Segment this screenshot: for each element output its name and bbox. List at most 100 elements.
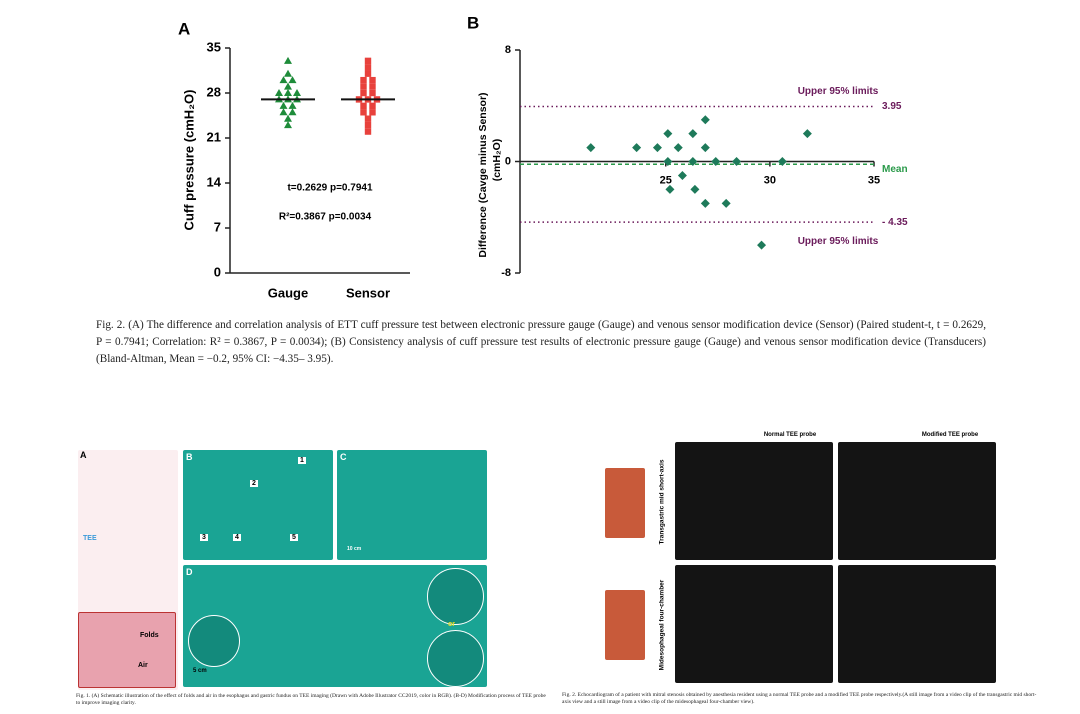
- point: [700, 115, 710, 125]
- echo-image: [838, 565, 996, 683]
- x-tick-label: 25: [660, 174, 672, 186]
- reference-label: 3.95: [882, 101, 902, 112]
- point: [360, 83, 367, 90]
- point: [663, 129, 673, 139]
- point: [288, 108, 297, 116]
- point: [711, 157, 721, 166]
- photo-b: [183, 450, 333, 560]
- point: [279, 101, 288, 109]
- point: [364, 70, 372, 77]
- y-tick-label: 0: [505, 155, 511, 167]
- echo-image: [675, 565, 833, 683]
- y-axis-label: (cmH₂O): [491, 139, 503, 182]
- point: [360, 102, 367, 110]
- point: [700, 143, 710, 153]
- point: [802, 129, 812, 139]
- panel-letter: C: [340, 452, 347, 462]
- y-tick-label: 7: [214, 219, 221, 234]
- point: [360, 89, 367, 97]
- zoom-1: [188, 615, 240, 667]
- point: [293, 89, 301, 96]
- point: [279, 108, 288, 116]
- point: [688, 157, 698, 166]
- panel-letter: B: [186, 452, 193, 462]
- y-tick-label: 8: [505, 44, 511, 56]
- zoom-3: [427, 630, 484, 687]
- x-tick-label: Gauge: [268, 285, 308, 300]
- zoom-2: [427, 568, 484, 625]
- label: Air: [138, 662, 148, 669]
- reference-note: Upper 95% limits: [798, 86, 879, 97]
- point: [665, 184, 675, 194]
- reference-label: - 4.35: [882, 217, 908, 228]
- point: [364, 115, 372, 122]
- x-tick-label: Sensor: [346, 285, 390, 300]
- heart-icon: [605, 590, 645, 660]
- point: [284, 121, 292, 129]
- point: [369, 76, 376, 84]
- panel-letter: A: [80, 450, 87, 460]
- inset: [78, 612, 176, 688]
- y-tick-label: 28: [207, 84, 221, 99]
- point: [288, 76, 297, 84]
- chart-title: B: [467, 13, 479, 32]
- annotation: t=0.2629 p=0.7941: [287, 183, 373, 194]
- label: 5 cm: [193, 668, 207, 674]
- reference-note: Upper 95% limits: [798, 236, 879, 247]
- x-tick-label: 30: [764, 174, 776, 186]
- point: [777, 157, 787, 166]
- y-axis-label: Cuff pressure (cmH₂O): [181, 90, 196, 231]
- point: [673, 143, 683, 153]
- point: [284, 89, 292, 96]
- point: [688, 129, 698, 139]
- point: [364, 64, 372, 71]
- y-axis-label: Difference (Cavge minus Sensor): [477, 92, 489, 257]
- point: [721, 198, 731, 208]
- caption: Fig. 1. (A) Schematic illustration of th…: [76, 693, 546, 706]
- label: 5: [290, 534, 298, 541]
- point: [364, 128, 372, 135]
- row-label: Transgastric mid short-axis: [659, 459, 666, 544]
- caption: Fig. 2. Echocardiogram of a patient with…: [562, 692, 1037, 705]
- y-tick-label: 21: [207, 129, 221, 144]
- chart-title: A: [178, 19, 190, 38]
- point: [360, 76, 367, 84]
- charts: A Cuff pressure (cmH₂O) 0 7 14 21 28 35 Gauge Sen…: [178, 13, 908, 300]
- point: [652, 143, 662, 153]
- label: 4: [233, 534, 241, 541]
- point: [369, 83, 376, 90]
- echo-image: [675, 442, 833, 560]
- label: or: [448, 621, 455, 628]
- y-tick-label: -8: [501, 267, 511, 279]
- point: [663, 157, 673, 166]
- point: [586, 143, 596, 153]
- point: [757, 240, 767, 250]
- label: TEE: [83, 535, 97, 542]
- row-label-box: Midesophageal four-chamber: [659, 579, 666, 670]
- point: [284, 114, 292, 122]
- point: [284, 69, 292, 77]
- point: [275, 89, 283, 96]
- label: 3: [200, 534, 208, 541]
- label: 2: [250, 480, 258, 487]
- row-label-box: Transgastric mid short-axis: [659, 459, 666, 544]
- label: 10 cm: [347, 546, 362, 552]
- row-label: Midesophageal four-chamber: [659, 579, 666, 670]
- reference-label: Mean: [882, 164, 908, 175]
- column-label: Modified TEE probe: [921, 432, 979, 438]
- y-tick-label: 14: [207, 174, 222, 189]
- photo-c: [337, 450, 487, 560]
- point: [369, 89, 376, 97]
- point: [364, 121, 372, 129]
- column-label: Normal TEE probe: [763, 432, 817, 438]
- label: Folds: [140, 632, 159, 639]
- point: [284, 56, 292, 64]
- x-tick-label: 35: [868, 174, 880, 186]
- point: [288, 101, 297, 109]
- y-tick-label: 35: [207, 39, 221, 54]
- point: [369, 102, 376, 110]
- point: [700, 198, 710, 208]
- point: [369, 109, 376, 116]
- point: [690, 184, 700, 194]
